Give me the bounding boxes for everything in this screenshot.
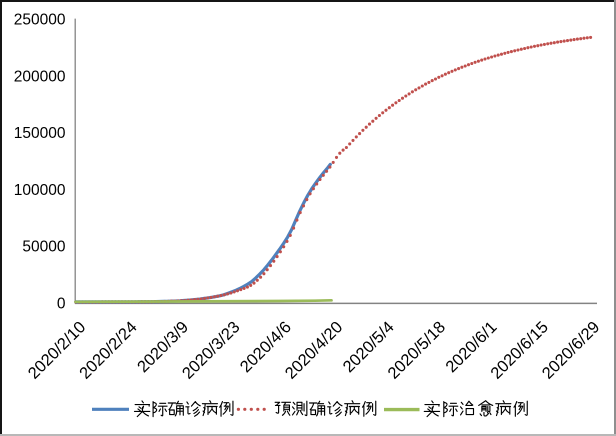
svg-text:150000: 150000 <box>14 125 66 142</box>
svg-text:0: 0 <box>57 296 66 313</box>
svg-text:50000: 50000 <box>22 239 65 256</box>
svg-text:100000: 100000 <box>14 182 66 199</box>
svg-text:250000: 250000 <box>14 12 66 29</box>
svg-text:200000: 200000 <box>14 68 66 85</box>
